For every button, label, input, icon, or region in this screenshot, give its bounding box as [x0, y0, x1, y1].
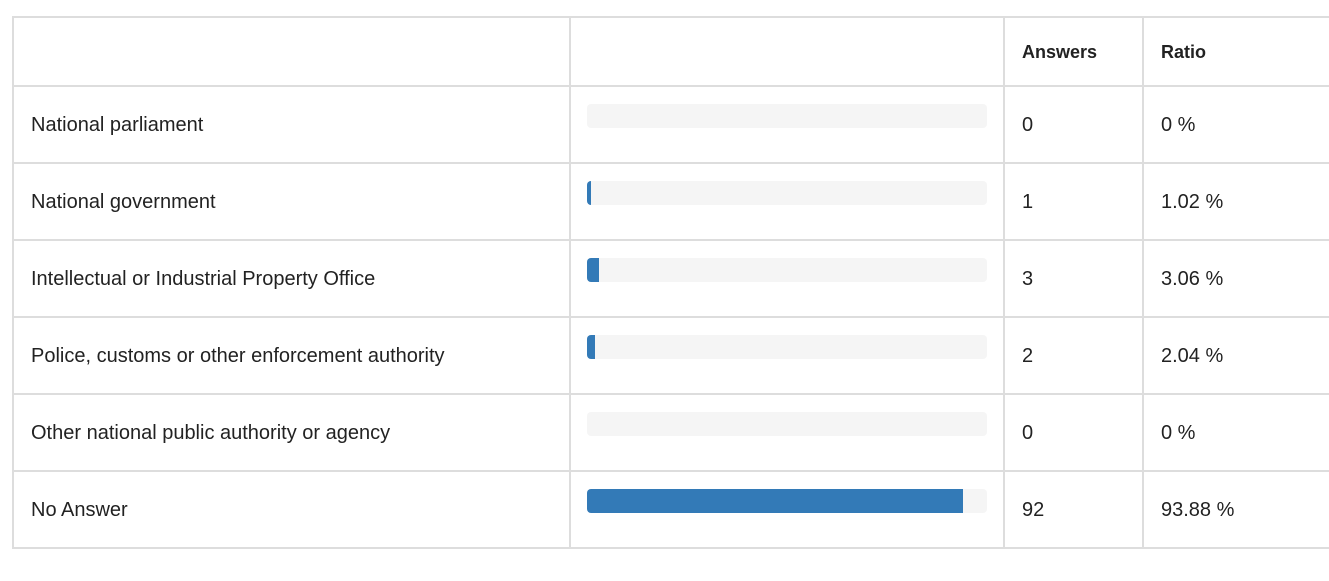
label-cell: Police, customs or other enforcement aut…: [12, 316, 571, 395]
bar-cell: [569, 85, 1005, 164]
ratio-cell: 93.88 %: [1142, 470, 1329, 549]
ratio-cell: 3.06 %: [1142, 239, 1329, 318]
label-cell: Other national public authority or agenc…: [12, 393, 571, 472]
answers-cell: 2: [1003, 316, 1144, 395]
label-cell: Intellectual or Industrial Property Offi…: [12, 239, 571, 318]
bar-track: [587, 104, 987, 128]
answers-cell: 0: [1003, 85, 1144, 164]
table-body: National parliament 0 0 % National governme…: [12, 85, 1329, 549]
bar-cell: [569, 470, 1005, 549]
row: National parliament 0 0 %: [12, 85, 1329, 164]
bar-cell: [569, 393, 1005, 472]
bar-track: [587, 489, 987, 513]
bar-cell: [569, 162, 1005, 241]
bar-cell: [569, 239, 1005, 318]
label-cell: National parliament: [12, 85, 571, 164]
bar-track: [587, 335, 987, 359]
row: Other national public authority or agenc…: [12, 393, 1329, 472]
bar-cell: [569, 316, 1005, 395]
header-cell: Answers: [1003, 16, 1144, 87]
answers-cell: 3: [1003, 239, 1144, 318]
row: National government 1 1.02 %: [12, 162, 1329, 241]
header-cell: Ratio: [1142, 16, 1329, 87]
ratio-cell: 0 %: [1142, 85, 1329, 164]
ratio-cell: 0 %: [1142, 393, 1329, 472]
row: No Answer 92 93.88 %: [12, 470, 1329, 549]
ratio-cell: 2.04 %: [1142, 316, 1329, 395]
bar-track: [587, 258, 987, 282]
bar-track: [587, 412, 987, 436]
answers-cell: 1: [1003, 162, 1144, 241]
answers-cell: 92: [1003, 470, 1144, 549]
row: Intellectual or Industrial Property Offi…: [12, 239, 1329, 318]
bar: [587, 258, 600, 282]
row: Police, customs or other enforcement aut…: [12, 316, 1329, 395]
bar-track: [587, 181, 987, 205]
label-cell: No Answer: [12, 470, 571, 549]
header-cell: [12, 16, 571, 87]
label-cell: National government: [12, 162, 571, 241]
answers-cell: 0: [1003, 393, 1144, 472]
header-row: Answers Ratio: [12, 16, 1329, 87]
bar: [587, 181, 592, 205]
bar: [587, 335, 596, 359]
header-cell: [569, 16, 1005, 87]
bar: [587, 489, 963, 513]
results-table: Answers Ratio National parliament 0 0 % Nat…: [12, 16, 1329, 549]
ratio-cell: 1.02 %: [1142, 162, 1329, 241]
